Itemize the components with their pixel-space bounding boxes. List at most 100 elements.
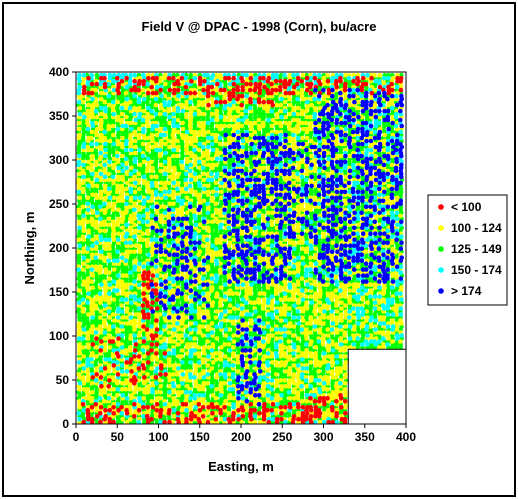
- data-point: [197, 174, 203, 180]
- data-point: [102, 99, 108, 105]
- data-point: [192, 105, 198, 111]
- data-point: [197, 261, 202, 267]
- data-point: [159, 138, 164, 144]
- data-point: [209, 249, 214, 254]
- data-point: [89, 297, 94, 302]
- data-point: [133, 258, 138, 263]
- data-point: [210, 195, 215, 201]
- data-point: [175, 153, 180, 159]
- data-point: [202, 345, 207, 350]
- data-point: [120, 225, 125, 231]
- data-point: [120, 416, 126, 422]
- data-point: [278, 72, 284, 78]
- data-point: [227, 393, 233, 398]
- data-point: [146, 141, 151, 147]
- data-point: [227, 309, 233, 314]
- data-point: [106, 276, 112, 281]
- data-point: [235, 291, 240, 296]
- data-point: [93, 303, 99, 308]
- data-point: [171, 396, 176, 401]
- data-point: [76, 207, 82, 213]
- data-point: [223, 141, 228, 147]
- data-point: [76, 249, 81, 254]
- data-point: [149, 399, 155, 404]
- data-point: [119, 117, 125, 123]
- data-point: [154, 174, 159, 180]
- data-point: [80, 306, 86, 311]
- data-point: [159, 186, 164, 192]
- data-point: [180, 348, 185, 353]
- chart-title: Field V @ DPAC - 1998 (Corn), bu/acre: [142, 19, 377, 34]
- data-point: [217, 351, 223, 356]
- data-point: [214, 309, 220, 314]
- data-point: [213, 396, 219, 401]
- data-point: [132, 105, 137, 111]
- data-point: [89, 216, 95, 222]
- data-point: [217, 150, 223, 156]
- data-point: [226, 342, 232, 347]
- data-point: [214, 387, 219, 392]
- data-point: [183, 294, 189, 299]
- data-point: [257, 291, 263, 296]
- data-point: [201, 369, 206, 374]
- data-point: [179, 132, 185, 138]
- data-point: [260, 231, 266, 236]
- data-point: [162, 336, 167, 341]
- data-point: [136, 204, 142, 210]
- data-point: [119, 279, 125, 284]
- data-point: [157, 378, 163, 383]
- data-point: [85, 195, 91, 201]
- data-point: [222, 318, 228, 323]
- data-point: [77, 288, 82, 293]
- data-point: [85, 264, 90, 270]
- data-point: [110, 312, 116, 317]
- data-point: [97, 324, 103, 329]
- data-point: [213, 216, 219, 222]
- data-point: [176, 171, 182, 177]
- data-point: [214, 291, 220, 296]
- data-point: [162, 72, 168, 78]
- data-point: [261, 165, 266, 171]
- data-point: [210, 162, 215, 168]
- data-point: [188, 402, 194, 407]
- data-point: [85, 144, 90, 150]
- data-point: [201, 177, 206, 183]
- data-point: [214, 162, 219, 168]
- data-point: [124, 378, 129, 383]
- data-point: [119, 183, 125, 189]
- data-point: [132, 249, 137, 254]
- data-point: [94, 294, 100, 299]
- data-point: [85, 96, 90, 102]
- data-point: [123, 273, 129, 278]
- data-point: [114, 393, 120, 398]
- data-point: [209, 366, 215, 371]
- data-point: [200, 333, 206, 338]
- data-point: [158, 384, 163, 389]
- data-point: [89, 129, 95, 135]
- data-point: [170, 372, 176, 377]
- data-point: [93, 264, 99, 270]
- data-point: [77, 219, 82, 225]
- data-point: [222, 354, 228, 359]
- data-point: [218, 297, 224, 302]
- data-point: [90, 102, 96, 108]
- data-point: [180, 414, 185, 419]
- data-point: [106, 333, 112, 338]
- data-point: [98, 189, 104, 195]
- data-point: [171, 339, 177, 344]
- data-point: [183, 315, 189, 320]
- data-point: [140, 141, 146, 147]
- data-point: [252, 120, 258, 126]
- data-point: [192, 267, 198, 272]
- data-point: [94, 126, 100, 132]
- data-point: [136, 171, 141, 177]
- data-point: [94, 345, 99, 350]
- data-point: [196, 147, 202, 153]
- data-point: [176, 384, 181, 389]
- data-point: [115, 183, 120, 189]
- data-point: [196, 351, 202, 356]
- data-point: [141, 108, 147, 114]
- data-point: [183, 324, 189, 329]
- data-point: [172, 363, 177, 368]
- data-point: [201, 171, 206, 177]
